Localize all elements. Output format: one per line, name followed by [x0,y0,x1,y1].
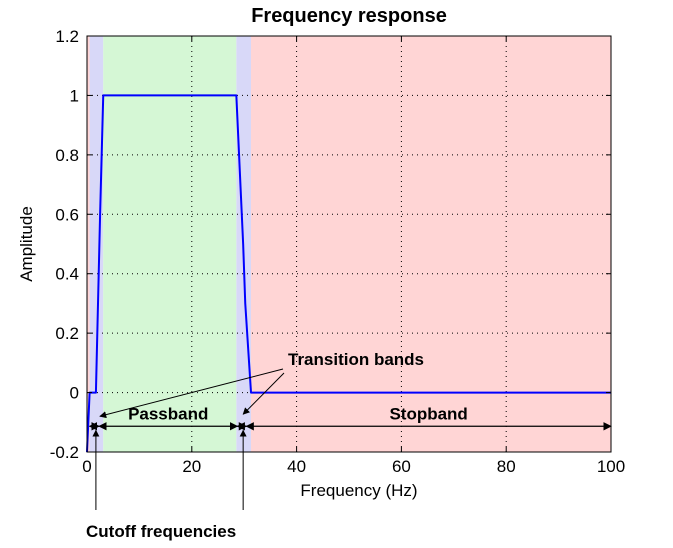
x-tick-label-1: 20 [182,457,201,476]
transition-bands-label: Transition bands [288,350,424,369]
x-axis-label: Frequency (Hz) [300,481,417,500]
band-4 [251,36,611,452]
x-tick-label-4: 80 [497,457,516,476]
stopband-label: Stopband [389,404,467,423]
passband-label: Passband [128,404,208,423]
plot-frame [86,35,612,453]
y-tick-label-5: 0.8 [55,146,79,165]
series-layer [86,94,611,453]
y-tick-label-3: 0.4 [55,265,79,284]
y-tick-label-4: 0.6 [55,205,79,224]
x-tick-label-5: 100 [597,457,625,476]
y-axis-label: Amplitude [17,206,36,282]
y-tick-label-1: 0 [70,384,79,403]
cutoff-frequencies-label: Cutoff frequencies [86,522,236,541]
y-tick-label-0: -0.2 [50,443,79,462]
x-tick-label-3: 60 [392,457,411,476]
bands-layer [87,36,611,452]
annotations-layer: Passband Stopband Transition bands Cutof… [86,350,612,541]
chart-title: Frequency response [251,5,447,27]
transition-pointer-0 [99,368,284,419]
y-tick-label-6: 1 [70,86,79,105]
transition-pointer-1 [242,372,285,415]
ticks-layer: 0 20 40 60 80 100-0.200.20.40.60.811.2 [50,27,625,476]
series-line-0 [86,94,611,453]
y-tick-label-7: 1.2 [55,27,79,46]
x-tick-label-2: 40 [287,457,306,476]
band-0 [87,36,90,452]
x-tick-label-0: 0 [82,457,91,476]
band-1 [89,36,104,452]
y-tick-label-2: 0.2 [55,324,79,343]
band-2 [103,36,237,452]
